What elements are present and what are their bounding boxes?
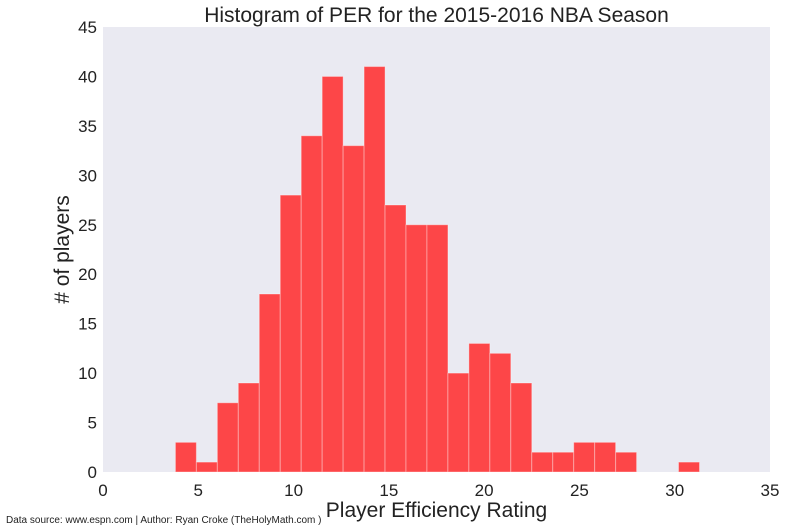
x-tick-label: 25: [570, 481, 589, 500]
histogram-bar: [426, 224, 449, 473]
histogram-bar: [531, 451, 554, 473]
y-axis-ticks: 0 5 10 15 20 25 30 35 40 45: [78, 18, 97, 482]
histogram-bar: [342, 145, 365, 473]
histogram-bar: [552, 451, 575, 473]
y-tick-label: 35: [78, 117, 97, 136]
x-tick-label: 20: [475, 481, 494, 500]
y-axis-label: # of players: [51, 195, 74, 304]
histogram-bar: [405, 224, 428, 473]
source-caption: Data source: www.espn.com | Author: Ryan…: [6, 515, 322, 526]
y-tick-label: 0: [88, 463, 97, 482]
x-axis-label: Player Efficiency Rating: [326, 499, 547, 522]
y-tick-label: 30: [78, 166, 97, 185]
histogram-bar: [573, 441, 596, 473]
histogram-bar: [615, 451, 638, 473]
y-tick-label: 45: [78, 18, 97, 37]
histogram-bar: [279, 194, 302, 473]
histogram-bar: [363, 66, 386, 473]
histogram-bar: [594, 441, 617, 473]
y-tick-label: 25: [78, 216, 97, 235]
x-axis-ticks: 0 5 10 15 20 25 30 35: [98, 481, 779, 500]
histogram-bar: [384, 204, 407, 473]
x-tick-label: 35: [761, 481, 780, 500]
y-tick-label: 40: [78, 67, 97, 86]
bar-group: [174, 66, 700, 473]
x-tick-label: 15: [379, 481, 398, 500]
x-tick-label: 10: [284, 481, 303, 500]
histogram-bar: [678, 461, 700, 473]
histogram-bar: [510, 382, 533, 473]
y-tick-label: 15: [78, 315, 97, 334]
histogram-bar: [468, 342, 491, 473]
y-tick-label: 10: [78, 364, 97, 383]
histogram-bar: [216, 402, 239, 473]
x-tick-label: 0: [98, 481, 107, 500]
chart-title: Histogram of PER for the 2015-2016 NBA S…: [204, 4, 669, 27]
y-tick-label: 20: [78, 265, 97, 284]
histogram-bar: [195, 461, 218, 473]
histogram-bar: [258, 293, 281, 473]
x-tick-label: 5: [194, 481, 203, 500]
histogram-bar: [321, 75, 344, 473]
histogram-bar: [489, 352, 512, 473]
histogram-bar: [174, 441, 197, 473]
histogram-bar: [447, 372, 470, 473]
histogram-bar: [237, 382, 260, 473]
y-tick-label: 5: [88, 414, 97, 433]
histogram-bar: [300, 135, 323, 473]
x-tick-label: 30: [665, 481, 684, 500]
